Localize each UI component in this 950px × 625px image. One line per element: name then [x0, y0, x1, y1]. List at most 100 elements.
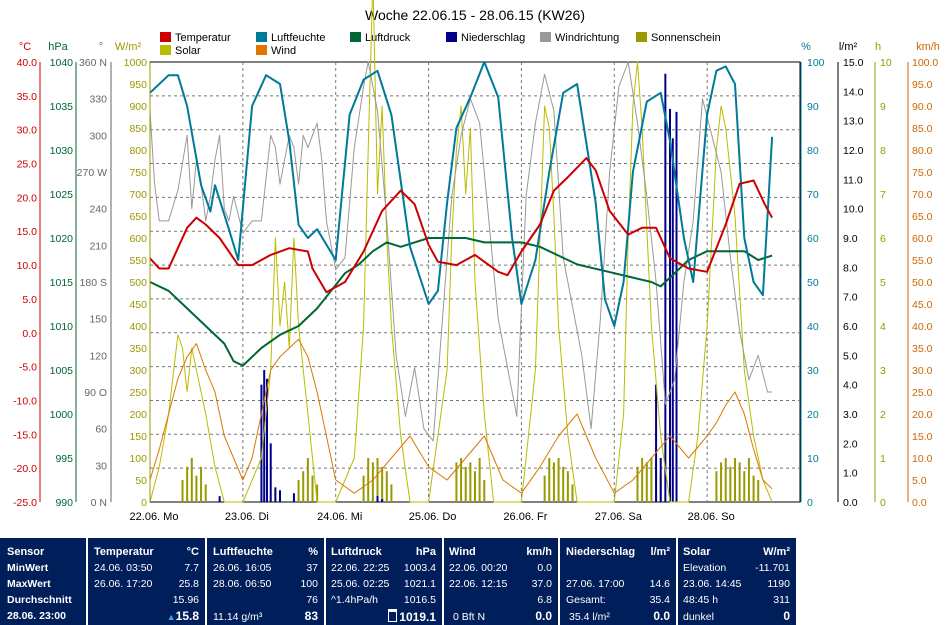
temp-unit: °C — [186, 546, 199, 558]
x-tick-label: 22.06. Mo — [130, 511, 179, 523]
legend-label-temperature: Temperatur — [175, 32, 231, 44]
axis-tick-dir: 60 — [95, 424, 107, 436]
axis-tick-hum: 20 — [807, 409, 819, 421]
axis-tick-wind: 15.0 — [912, 431, 933, 443]
hum-abs-humidity: 11.14 g/m³ — [213, 611, 263, 623]
axis-tick-temp: -15.0 — [13, 429, 37, 441]
axis-tick-solar: 950 — [129, 79, 147, 91]
rain-bar — [266, 378, 268, 502]
hum-avg-value: 76 — [306, 594, 318, 606]
rain-bar — [376, 496, 379, 502]
temp-min-time: 24.06. 03:50 — [94, 562, 153, 574]
rain-bar — [655, 384, 658, 502]
pressure-steady-icon — [388, 609, 398, 622]
hum-max-value: 100 — [300, 578, 318, 590]
rain-bar — [292, 493, 295, 502]
hum-current-value: 83 — [304, 609, 318, 623]
axis-tick-wind: 50.0 — [912, 277, 933, 289]
axis-tick-solar: 800 — [129, 145, 147, 157]
divider — [676, 538, 678, 625]
axis-tick-dir: 90 O — [84, 387, 107, 399]
axis-unit-hpa: hPa — [48, 41, 68, 53]
axis-tick-hum: 100 — [807, 57, 825, 69]
weather-chart: Woche 22.06.15 - 28.06.15 (KW26) Tempera… — [13, 0, 940, 523]
wind-min-time: 22.06. 00:20 — [449, 562, 508, 574]
axis-tick-solar: 750 — [129, 167, 147, 179]
axis-tick-hpa: 1005 — [50, 365, 74, 377]
solar-current-value: 0 — [783, 609, 790, 623]
axis-tick-rain: 6.0 — [843, 321, 858, 333]
axis-tick-wind: 30.0 — [912, 365, 933, 377]
legend-label-winddir: Windrichtung — [555, 32, 619, 44]
axis-tick-rain: 0.0 — [843, 497, 858, 509]
axis-tick-sun: 1 — [880, 453, 886, 465]
sunshine-bar — [464, 466, 467, 502]
col-wind: Wind km/h 22.06. 00:20 0.0 22.06. 12:15 … — [444, 538, 558, 625]
sunshine-bar — [306, 458, 309, 502]
sunshine-bar — [297, 480, 300, 502]
sunshine-bar — [316, 484, 319, 502]
axis-tick-solar: 100 — [129, 453, 147, 465]
axis-tick-wind: 90.0 — [912, 101, 933, 113]
axis-unit-dir: ° — [99, 41, 103, 53]
series-lines — [149, 0, 774, 503]
axis-tick-sun: 8 — [880, 145, 886, 157]
axis-tick-temp: 0.0 — [22, 328, 37, 340]
hum-header: Luftfeuchte — [213, 546, 273, 558]
wind-unit: km/h — [526, 546, 552, 558]
rain-bar — [664, 73, 667, 502]
axis-tick-wind: 75.0 — [912, 167, 933, 179]
temp-max-time: 26.06. 17:20 — [94, 578, 153, 590]
axis-tick-wind: 45.0 — [912, 299, 933, 311]
sunshine-bar — [636, 466, 639, 502]
axis-tick-solar: 300 — [129, 365, 147, 377]
axis-tick-temp: 35.0 — [17, 91, 38, 103]
axis-unit-wind: km/h — [916, 41, 940, 53]
sunshine-bar — [757, 480, 760, 502]
legend-swatch-winddir — [540, 32, 551, 42]
sunshine-bar — [543, 475, 546, 502]
rain-bar — [669, 108, 671, 502]
axis-tick-hpa: 990 — [55, 497, 73, 509]
solar-sun-value: 311 — [773, 594, 790, 606]
temp-max-value: 25.8 — [178, 578, 199, 590]
divider — [86, 538, 88, 625]
axis-tick-solar: 900 — [129, 101, 147, 113]
axis-tick-solar: 500 — [129, 277, 147, 289]
series-line-luftfeuchte — [149, 61, 774, 327]
x-tick-label: 24.06. Mi — [317, 511, 362, 523]
legend-label-rain: Niederschlag — [461, 32, 525, 44]
solar-elevation-value: -11.701 — [755, 562, 790, 574]
axis-tick-solar: 850 — [129, 123, 147, 135]
axis-tick-solar: 700 — [129, 189, 147, 201]
axis-tick-dir: 120 — [89, 350, 107, 362]
axis-tick-dir: 0 N — [91, 497, 107, 509]
press-avg-value: 1016.5 — [403, 594, 436, 606]
axis-tick-rain: 2.0 — [843, 438, 858, 450]
axis-tick-wind: 20.0 — [912, 409, 933, 421]
sunshine-bar — [645, 462, 648, 502]
sunshine-bar — [747, 458, 750, 502]
sunshine-bar — [311, 475, 314, 502]
axis-tick-hpa: 1020 — [50, 233, 74, 245]
axis-tick-rain: 14.0 — [843, 86, 864, 98]
axis-tick-rain: 4.0 — [843, 380, 858, 392]
axis-tick-wind: 65.0 — [912, 211, 933, 223]
axis-tick-wind: 5.0 — [912, 475, 927, 487]
sunshine-bar — [390, 484, 393, 502]
rain-bar — [675, 111, 678, 502]
temp-trend-up-icon: ▲ — [166, 612, 176, 622]
axis-tick-wind: 25.0 — [912, 387, 933, 399]
press-unit: hPa — [415, 546, 436, 558]
sunshine-bar — [715, 471, 718, 502]
row-label-current: 28.06. 23:00 — [7, 610, 66, 622]
axis-tick-temp: 15.0 — [17, 226, 38, 238]
axis-tick-wind: 95.0 — [912, 79, 933, 91]
axis-unit-rain: l/m² — [839, 41, 858, 53]
axis-tick-rain: 15.0 — [843, 57, 864, 69]
axis-tick-solar: 350 — [129, 343, 147, 355]
axis-tick-hum: 50 — [807, 277, 819, 289]
col-humidity: Luftfeuchte % 26.06. 16:05 37 28.06. 06:… — [207, 538, 324, 625]
legend-label-humidity: Luftfeuchte — [271, 32, 325, 44]
axis-tick-rain: 13.0 — [843, 116, 864, 128]
